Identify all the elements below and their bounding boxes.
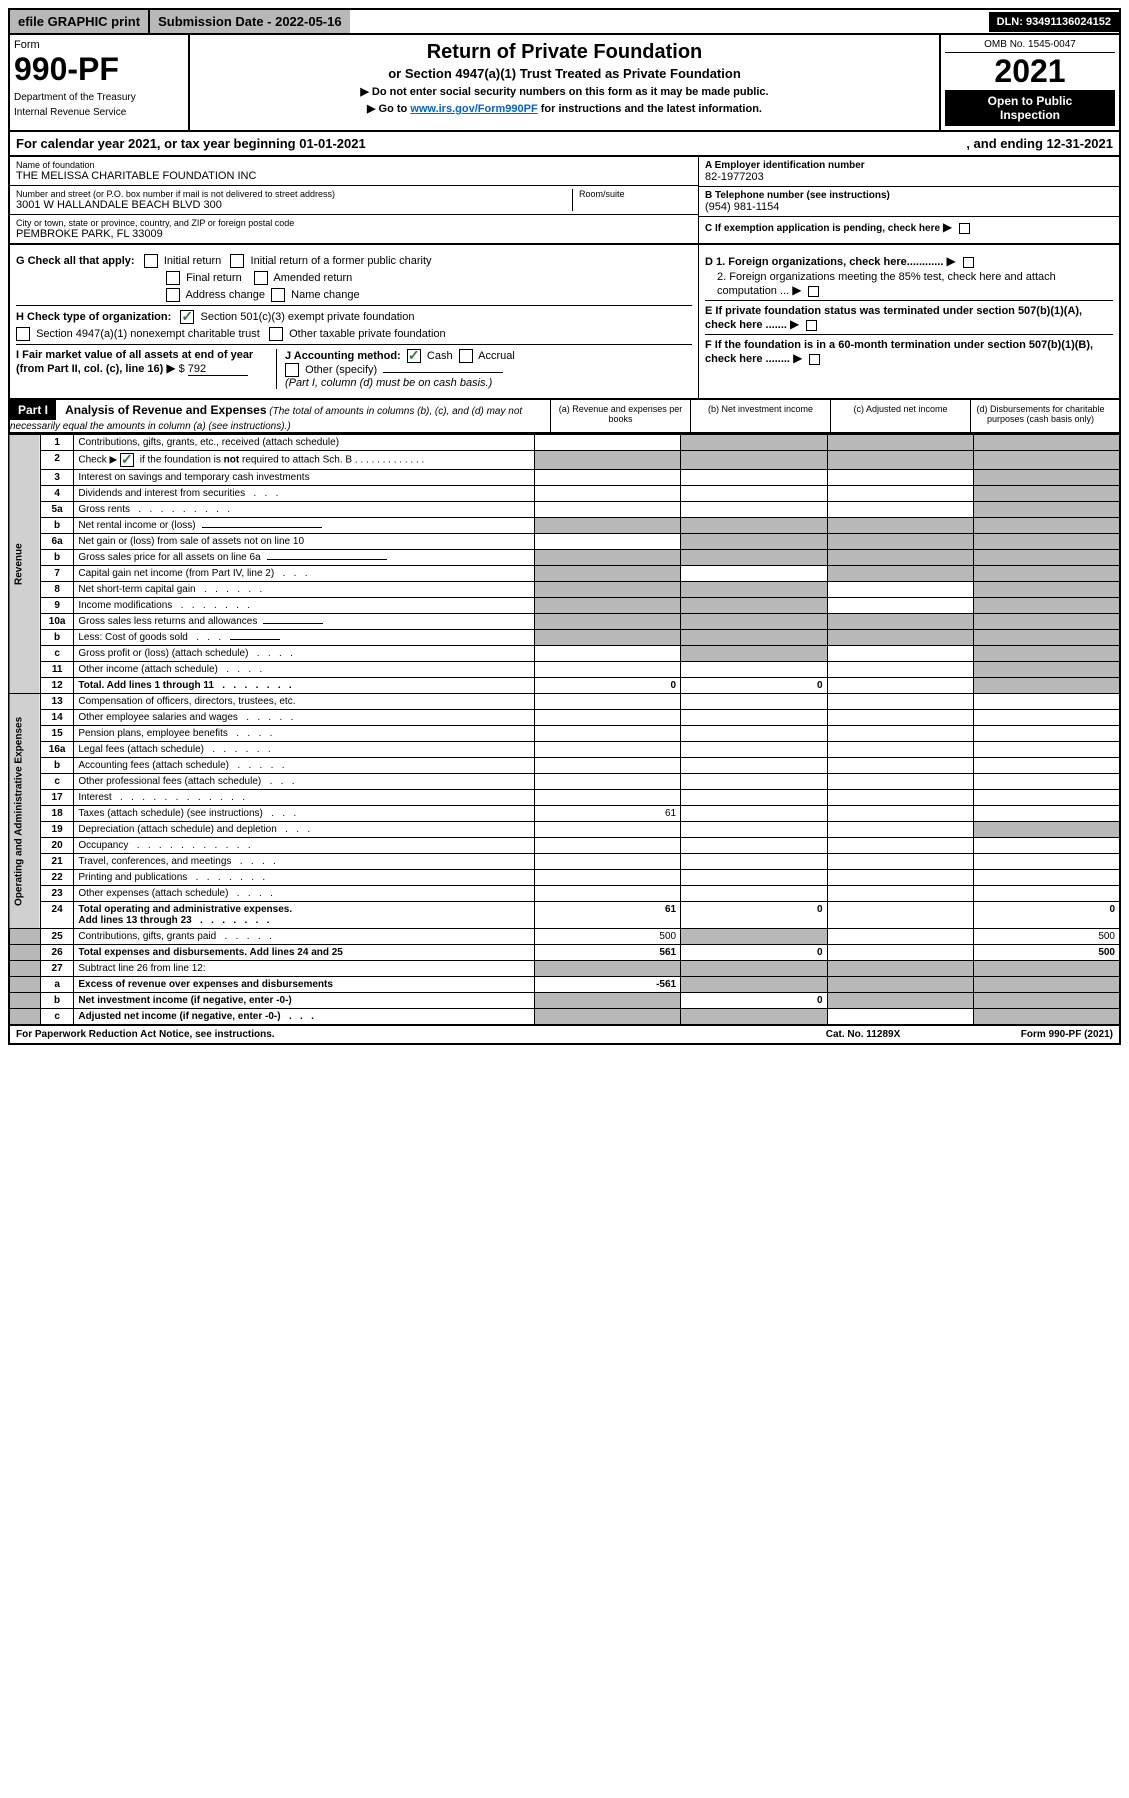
- address-label: Number and street (or P.O. box number if…: [16, 189, 572, 199]
- omb-number: OMB No. 1545-0047: [945, 39, 1115, 53]
- exemption-checkbox[interactable]: [959, 223, 970, 234]
- expenses-side-label: Operating and Administrative Expenses: [9, 694, 40, 929]
- terminated-checkbox[interactable]: [806, 320, 817, 331]
- j-note: (Part I, column (d) must be on cash basi…: [285, 377, 492, 389]
- address: 3001 W HALLANDALE BEACH BLVD 300: [16, 199, 572, 211]
- city-state-zip: PEMBROKE PARK, FL 33009: [16, 228, 692, 240]
- name-change-checkbox[interactable]: [271, 288, 285, 302]
- col-b-header: (b) Net investment income: [690, 400, 830, 432]
- exemption-pending-label: C If exemption application is pending, c…: [705, 223, 940, 234]
- other-taxable-checkbox[interactable]: [269, 327, 283, 341]
- j-label: J Accounting method:: [285, 350, 401, 362]
- paperwork-notice: For Paperwork Reduction Act Notice, see …: [16, 1029, 763, 1040]
- schb-checkbox[interactable]: [120, 453, 134, 467]
- 501c3-checkbox[interactable]: [180, 310, 194, 324]
- col-c-header: (c) Adjusted net income: [830, 400, 970, 432]
- irs-link[interactable]: www.irs.gov/Form990PF: [410, 103, 537, 115]
- instructions-link-line: ▶ Go to www.irs.gov/Form990PF for instru…: [196, 102, 933, 115]
- d1-label: D 1. Foreign organizations, check here..…: [705, 256, 943, 268]
- phone: (954) 981-1154: [705, 201, 1113, 213]
- calendar-year-row: For calendar year 2021, or tax year begi…: [8, 132, 1121, 157]
- form-title: Return of Private Foundation: [196, 41, 933, 64]
- form-header: Form 990-PF Department of the Treasury I…: [8, 35, 1121, 132]
- cash-checkbox[interactable]: [407, 349, 421, 363]
- accrual-checkbox[interactable]: [459, 349, 473, 363]
- revenue-expense-table: Revenue 1Contributions, gifts, grants, e…: [8, 434, 1121, 1026]
- col-a-header: (a) Revenue and expenses per books: [550, 400, 690, 432]
- open-inspection: Open to PublicInspection: [945, 90, 1115, 126]
- foundation-name: THE MELISSA CHARITABLE FOUNDATION INC: [16, 170, 692, 182]
- part1-header: Part I Analysis of Revenue and Expenses …: [8, 400, 1121, 434]
- fmv-value: 792: [188, 363, 248, 376]
- submission-date: Submission Date - 2022-05-16: [150, 10, 350, 33]
- efile-print-button[interactable]: efile GRAPHIC print: [10, 10, 150, 33]
- ssn-warning: ▶ Do not enter social security numbers o…: [196, 85, 933, 98]
- initial-former-checkbox[interactable]: [230, 254, 244, 268]
- foundation-info: Name of foundation THE MELISSA CHARITABL…: [8, 157, 1121, 245]
- top-bar: efile GRAPHIC print Submission Date - 20…: [8, 8, 1121, 35]
- dln: DLN: 93491136024152: [989, 12, 1119, 32]
- revenue-side-label: Revenue: [9, 435, 40, 694]
- address-change-checkbox[interactable]: [166, 288, 180, 302]
- col-d-header: (d) Disbursements for charitable purpose…: [970, 400, 1110, 432]
- table-row: Revenue 1Contributions, gifts, grants, e…: [9, 435, 1120, 451]
- g-label: G Check all that apply:: [16, 255, 135, 267]
- ein-label: A Employer identification number: [705, 160, 1113, 171]
- city-label: City or town, state or province, country…: [16, 218, 692, 228]
- name-label: Name of foundation: [16, 160, 692, 170]
- form-subtitle: or Section 4947(a)(1) Trust Treated as P…: [196, 66, 933, 81]
- tax-year: 2021: [945, 53, 1115, 90]
- checkbox-section: G Check all that apply: Initial return I…: [8, 245, 1121, 400]
- 4947-checkbox[interactable]: [16, 327, 30, 341]
- f-label: F If the foundation is in a 60-month ter…: [705, 339, 1093, 365]
- foreign-85-checkbox[interactable]: [808, 286, 819, 297]
- ein: 82-1977203: [705, 171, 1113, 183]
- dept-irs: Internal Revenue Service: [14, 107, 184, 118]
- form-number: 990-PF: [14, 51, 184, 88]
- final-return-checkbox[interactable]: [166, 271, 180, 285]
- 60month-checkbox[interactable]: [809, 354, 820, 365]
- d2-label: 2. Foreign organizations meeting the 85%…: [717, 271, 1056, 297]
- form-label: Form: [14, 39, 184, 51]
- initial-return-checkbox[interactable]: [144, 254, 158, 268]
- dept-treasury: Department of the Treasury: [14, 92, 184, 103]
- h-label: H Check type of organization:: [16, 311, 171, 323]
- footer: For Paperwork Reduction Act Notice, see …: [8, 1026, 1121, 1045]
- e-label: E If private foundation status was termi…: [705, 305, 1082, 331]
- phone-label: B Telephone number (see instructions): [705, 190, 1113, 201]
- foreign-org-checkbox[interactable]: [963, 257, 974, 268]
- room-suite-label: Room/suite: [572, 189, 692, 211]
- form-ref: Form 990-PF (2021): [963, 1029, 1113, 1040]
- catalog-number: Cat. No. 11289X: [763, 1029, 963, 1040]
- other-method-checkbox[interactable]: [285, 363, 299, 377]
- amended-return-checkbox[interactable]: [254, 271, 268, 285]
